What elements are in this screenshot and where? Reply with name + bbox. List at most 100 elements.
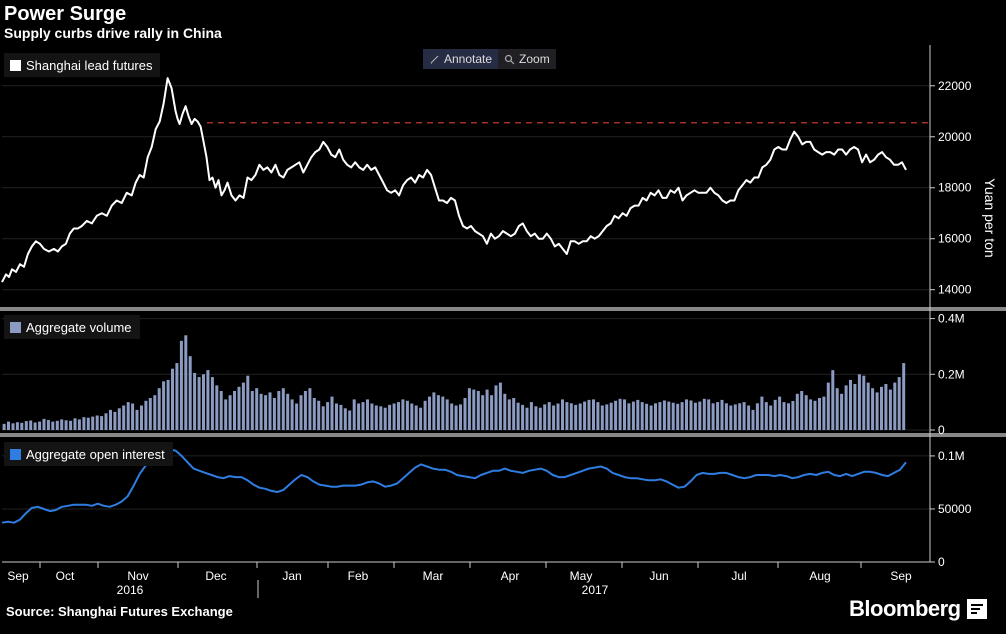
volume-bar xyxy=(246,375,250,430)
volume-bar xyxy=(317,400,321,431)
volume-bar xyxy=(512,398,516,430)
volume-bar xyxy=(742,402,746,430)
price-series-line xyxy=(1,77,907,283)
x-tick-label: Apr xyxy=(501,569,520,583)
volume-bar xyxy=(831,370,835,430)
x-tick-label: Jun xyxy=(649,569,668,583)
source-note: Source: Shanghai Futures Exchange xyxy=(6,604,233,619)
legend-swatch-volume xyxy=(10,321,21,333)
volume-bar xyxy=(459,404,462,430)
volume-bar xyxy=(871,388,875,430)
volume-bar xyxy=(716,402,720,430)
volume-bar xyxy=(326,402,330,430)
y-tick-label: 18000 xyxy=(938,181,972,195)
volume-bar xyxy=(219,391,223,430)
x-tick-label: Dec xyxy=(205,569,226,583)
volume-bar xyxy=(747,405,751,430)
volume-bar xyxy=(853,384,857,430)
volume-bar xyxy=(485,389,489,430)
volume-bar xyxy=(893,382,897,430)
pencil-icon xyxy=(430,55,439,64)
volume-bar xyxy=(467,388,471,430)
volume-bar xyxy=(366,399,369,430)
volume-bar xyxy=(250,391,254,430)
volume-bar xyxy=(884,384,888,430)
volume-bar xyxy=(596,402,600,430)
volume-bar xyxy=(405,400,409,431)
y-tick-label: 20000 xyxy=(938,130,972,144)
volume-bar xyxy=(645,403,649,430)
panel-separator xyxy=(0,433,1006,437)
chart-title: Power Surge xyxy=(4,3,127,25)
volume-bar xyxy=(818,398,821,430)
volume-bar xyxy=(379,406,383,430)
volume-bar xyxy=(574,404,578,430)
legend-open-interest: Aggregate open interest xyxy=(4,442,173,466)
volume-bar xyxy=(680,402,684,430)
volume-bar xyxy=(822,396,826,430)
volume-bar xyxy=(64,420,68,431)
volume-bar xyxy=(224,399,228,430)
volume-bar xyxy=(69,420,73,430)
volume-bar xyxy=(215,385,219,430)
volume-bar xyxy=(277,391,281,430)
volume-bar xyxy=(525,407,529,430)
zoom-button[interactable]: Zoom xyxy=(498,49,556,69)
volume-bar xyxy=(348,410,352,430)
x-tick-label: May xyxy=(570,569,593,583)
volume-bar xyxy=(312,398,316,430)
volume-bar xyxy=(82,417,86,430)
volume-bar xyxy=(543,404,547,430)
volume-bar xyxy=(175,363,179,430)
volume-bar xyxy=(303,391,307,430)
volume-bar xyxy=(286,393,290,430)
terminal-icon xyxy=(966,599,987,619)
volume-bar xyxy=(55,420,59,430)
x-tick-label: Jul xyxy=(731,569,746,583)
volume-bar xyxy=(609,402,613,430)
panel-separator xyxy=(0,307,1006,311)
volume-bar xyxy=(131,403,135,430)
volume-bar xyxy=(627,403,631,430)
bloomberg-logo: Bloomberg xyxy=(849,596,987,622)
volume-bar xyxy=(547,402,551,430)
volume-bar xyxy=(791,401,795,430)
volume-bar xyxy=(698,401,702,430)
volume-bar xyxy=(840,393,844,430)
volume-bar xyxy=(241,382,245,430)
volume-bar xyxy=(476,391,480,430)
volume-bar xyxy=(148,398,152,430)
volume-bar xyxy=(140,405,143,430)
annotate-button[interactable]: Annotate xyxy=(423,49,499,69)
x-tick-label: Aug xyxy=(809,569,830,583)
volume-bar xyxy=(135,409,139,430)
volume-bar xyxy=(578,403,582,430)
volume-bar xyxy=(233,391,236,430)
volume-bar xyxy=(481,395,485,430)
volume-bar xyxy=(521,404,525,430)
volume-bar xyxy=(844,385,848,430)
volume-bar xyxy=(184,335,188,430)
y-tick-label: 0.1M xyxy=(938,449,965,463)
volume-bar xyxy=(330,396,334,430)
volume-bar xyxy=(24,421,28,430)
volume-bar xyxy=(720,399,724,430)
legend-label-volume: Aggregate volume xyxy=(26,319,132,335)
legend-swatch-open-interest xyxy=(10,448,21,460)
volume-bar xyxy=(880,386,883,430)
volume-bar xyxy=(662,400,666,430)
volume-bar xyxy=(631,401,635,430)
volume-bar xyxy=(724,403,728,430)
y-tick-label: 0.4M xyxy=(938,312,965,326)
x-year-label: 2016 xyxy=(117,583,144,597)
volume-bar xyxy=(113,411,117,430)
volume-bar xyxy=(640,402,644,430)
volume-bar xyxy=(374,405,378,430)
volume-bar xyxy=(410,403,414,430)
volume-bar xyxy=(321,406,325,430)
x-tick-label: Oct xyxy=(56,569,75,583)
legend-swatch-price xyxy=(10,59,21,71)
volume-bar xyxy=(77,419,81,430)
volume-bar xyxy=(259,393,263,430)
volume-bar xyxy=(800,391,804,430)
